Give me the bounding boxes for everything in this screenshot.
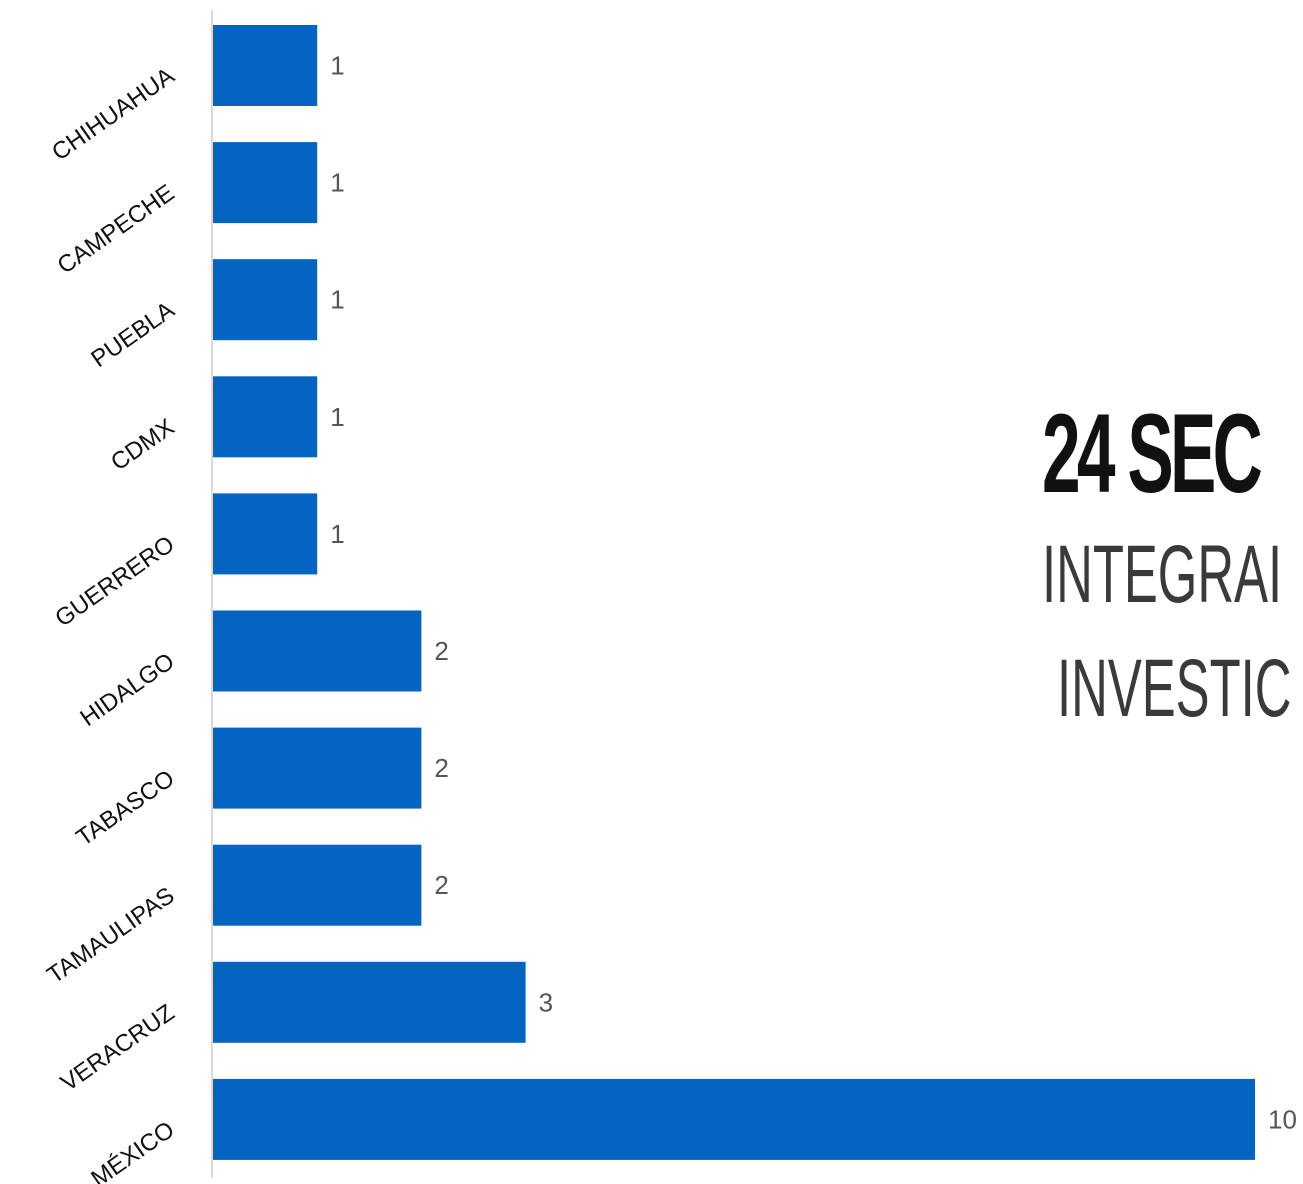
value-label-chihuahua: 1 [330,51,344,81]
category-label-puebla: PUEBLA [86,296,179,372]
bar-tamaulipas [213,844,422,926]
category-label-veracruz: VERACRUZ [56,999,180,1097]
value-label-campeche: 1 [330,168,344,198]
value-label-tamaulipas: 2 [434,870,448,900]
value-label-guerrero: 1 [330,519,344,549]
category-label-guerrero: GUERRERO [50,531,179,633]
bar-guerrero [213,493,318,575]
category-label-méxico: MÉXICO [86,1116,179,1184]
bar-tabasco [213,727,422,809]
bar-chihuahua [213,25,318,106]
bar-veracruz [213,961,526,1043]
side-heading-line-2: INTEGRAI [1042,529,1283,620]
category-label-tamaulipas: TAMAULIPAS [42,882,179,989]
side-heading-clip: 24 SEC INTEGRAI INVESTIC [1030,380,1303,760]
category-label-hidalgo: HIDALGO [75,648,179,732]
category-label-campeche: CAMPECHE [53,179,180,279]
category-label-cdmx: CDMX [106,414,179,477]
bar-puebla [213,259,318,341]
bar-méxico [213,1078,1255,1160]
category-labels-group: CHIHUAHUA CAMPECHE PUEBLA CDMX GUERRERO HIDAL… [42,62,179,1184]
value-label-tabasco: 2 [434,753,448,783]
category-label-tabasco: TABASCO [71,765,179,852]
value-labels-group: 1 1 1 1 1 2 2 2 3 10 [330,51,1297,1135]
side-heading-main: 24 SEC [1042,391,1263,516]
bar-cdmx [213,376,318,458]
value-label-veracruz: 3 [539,987,553,1017]
bar-hidalgo [213,610,422,692]
value-label-puebla: 1 [330,285,344,315]
category-label-chihuahua: CHIHUAHUA [47,62,179,166]
value-label-cdmx: 1 [330,402,344,432]
value-label-méxico: 10 [1268,1104,1297,1134]
bar-campeche [213,142,318,224]
bars-group [213,25,1255,1160]
side-heading-line-3: INVESTIC [1057,643,1292,734]
value-label-hidalgo: 2 [434,636,448,666]
